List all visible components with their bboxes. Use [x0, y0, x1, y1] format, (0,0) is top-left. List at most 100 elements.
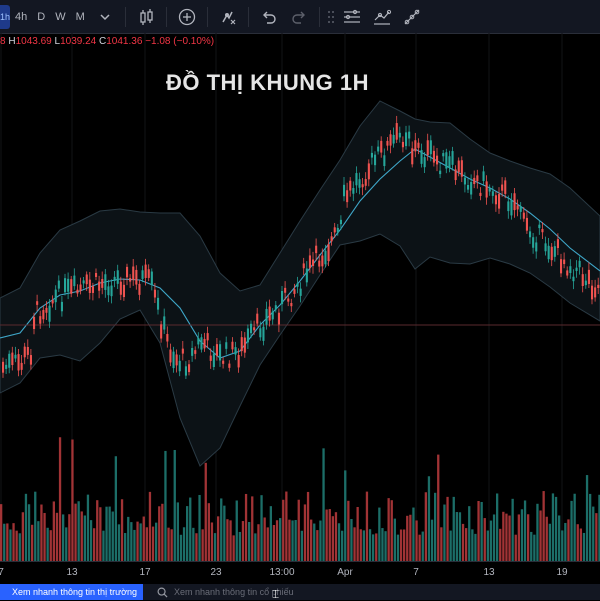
candle-body	[129, 278, 132, 282]
undo-button[interactable]	[256, 4, 282, 30]
candle-body	[200, 337, 203, 350]
timeframe-dropdown[interactable]	[92, 4, 118, 30]
volume-bar	[68, 514, 71, 561]
market-overview-tab[interactable]: Xem nhanh thông tin thị trường	[0, 584, 144, 600]
candle-body	[547, 245, 550, 260]
volume-bar	[235, 500, 238, 561]
candle-body	[141, 270, 144, 279]
volume-bar	[579, 528, 582, 561]
candle-body	[408, 131, 411, 139]
time-axis-label: 7	[413, 567, 419, 578]
timeframe-w-button[interactable]: W	[55, 10, 66, 23]
timeframe-d-button[interactable]: D	[37, 10, 46, 23]
candle-body	[370, 152, 373, 158]
timeframe-1h-button[interactable]: 1h	[0, 4, 10, 29]
volume-bar	[127, 516, 130, 561]
volume-bar	[499, 528, 502, 561]
volume-bar	[269, 506, 272, 561]
chart-type-button[interactable]	[133, 4, 159, 30]
candle-body	[575, 267, 578, 271]
candle-body	[287, 298, 290, 302]
volume-bar	[573, 493, 576, 561]
volume-bar	[46, 527, 49, 561]
candle-body	[538, 224, 541, 229]
candle-body	[250, 323, 253, 334]
candle-body	[442, 153, 445, 157]
candle-body	[308, 255, 311, 268]
candle-body	[386, 140, 389, 146]
volume-bar	[77, 501, 80, 561]
candle-body	[262, 326, 265, 341]
candle-body	[231, 341, 234, 350]
text-cursor-icon: ⌶	[272, 587, 280, 601]
volume-bar	[334, 512, 338, 561]
volume-bar	[328, 509, 331, 561]
volume-bar	[257, 524, 260, 561]
volume-bar	[458, 512, 462, 561]
timeframe-m-button[interactable]: M	[75, 10, 85, 23]
candle-body	[550, 246, 553, 261]
volume-bar	[12, 523, 15, 561]
drag-handle[interactable]	[327, 4, 335, 30]
candle-body	[51, 300, 54, 304]
candle-body	[429, 140, 432, 155]
alert-button[interactable]	[215, 4, 241, 30]
price-chart[interactable]	[0, 33, 600, 561]
candle-body	[498, 194, 501, 209]
candle-body	[243, 337, 246, 353]
volume-bar	[558, 515, 561, 561]
candle-body	[324, 250, 327, 265]
candle-body	[451, 151, 454, 165]
candle-body	[454, 169, 457, 181]
time-axis[interactable]: 7 13 17 23 13:00 Apr 7 13 19	[0, 561, 600, 584]
candle-body	[290, 303, 293, 307]
candle-body	[91, 286, 94, 293]
candle-body	[135, 269, 138, 285]
horizontal-lines-button[interactable]	[339, 4, 365, 30]
volume-bar	[567, 519, 570, 561]
time-axis-label: 23	[210, 567, 222, 578]
volume-bar	[226, 519, 229, 561]
volume-bar	[161, 503, 164, 561]
volume-bar	[378, 507, 381, 561]
candle-body	[228, 363, 231, 368]
volume-series	[0, 437, 600, 561]
volume-bar	[244, 493, 248, 561]
volume-bar	[505, 513, 508, 561]
candle-body	[54, 289, 57, 303]
time-axis-label: 17	[139, 567, 151, 578]
redo-button[interactable]	[286, 4, 312, 30]
volume-bar	[554, 496, 558, 561]
volume-bar	[430, 519, 434, 561]
volume-bar	[477, 501, 480, 561]
timeframe-4h-button[interactable]: 4h	[15, 10, 28, 23]
volume-bar	[27, 504, 31, 561]
candle-body	[17, 354, 20, 371]
volume-bar	[195, 533, 198, 561]
candle-body	[364, 179, 367, 186]
candle-body	[367, 163, 370, 180]
stock-search[interactable]: Xem nhanh thông tin cổ phiếu	[157, 587, 294, 598]
line-tools-button[interactable]	[369, 4, 395, 30]
volume-bar	[263, 517, 266, 561]
volume-bar	[300, 530, 303, 561]
volume-bar	[306, 491, 310, 561]
candle-body	[33, 316, 36, 330]
indicators-button[interactable]	[174, 4, 200, 30]
candle-body	[85, 274, 88, 285]
trend-line-button[interactable]	[399, 4, 425, 30]
candle-body	[271, 311, 274, 320]
volume-bar	[483, 518, 486, 561]
volume-bar	[148, 491, 152, 561]
volume-bar	[238, 531, 241, 561]
candle-body	[556, 239, 559, 249]
volume-bar	[347, 500, 350, 561]
volume-bar	[6, 523, 9, 561]
volume-bar	[440, 527, 443, 561]
candle-body	[566, 270, 569, 276]
volume-bar	[325, 509, 328, 561]
volume-bar	[186, 506, 189, 561]
volume-bar	[359, 529, 362, 561]
volume-bar	[176, 502, 179, 561]
candle-body	[259, 328, 262, 338]
